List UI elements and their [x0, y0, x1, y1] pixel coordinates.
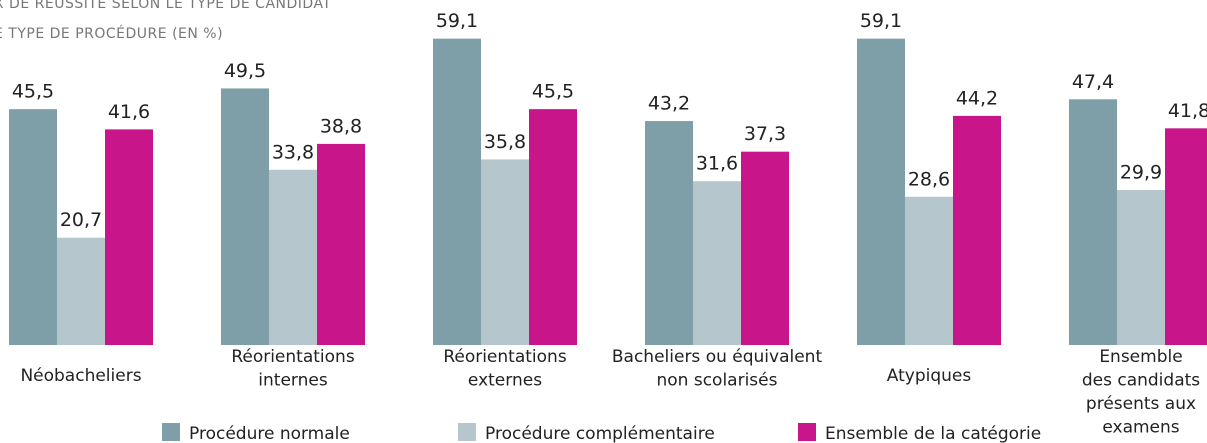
value-label: 31,6: [696, 153, 738, 175]
bar: [57, 237, 105, 345]
bar: [9, 109, 57, 346]
bar: [953, 115, 1001, 345]
bar: [645, 121, 693, 345]
legend-label: Procédure complémentaire: [485, 424, 715, 443]
bar: [221, 88, 269, 346]
value-label: 49,5: [224, 60, 266, 82]
bar: [269, 169, 317, 345]
x-tick-label: présents aux: [1086, 394, 1196, 414]
bar: [1117, 190, 1165, 345]
value-label: 41,6: [108, 101, 150, 123]
x-tick-label: des candidats: [1082, 371, 1200, 391]
value-label: 35,8: [484, 131, 526, 153]
value-label: 33,8: [272, 141, 314, 163]
value-label: 37,3: [744, 123, 786, 145]
bar: [481, 159, 529, 345]
x-tick-label: internes: [258, 371, 328, 391]
legend-label: Procédure normale: [189, 424, 350, 443]
value-label: 44,2: [956, 87, 998, 109]
x-tick-label: Atypiques: [887, 366, 972, 386]
bar: [741, 151, 789, 345]
bar: [693, 181, 741, 345]
value-label: 41,8: [1168, 100, 1207, 122]
legend-swatch: [798, 423, 816, 441]
chart-subtitle: e type de procédure (en %): [0, 25, 223, 42]
value-label: 38,8: [320, 115, 362, 137]
value-label: 47,4: [1072, 71, 1114, 93]
x-tick-label: Bacheliers ou équivalent: [612, 347, 823, 367]
x-tick-label: Réorientations: [443, 347, 567, 367]
legend-label: Ensemble de la catégorie: [825, 424, 1041, 443]
value-label: 28,6: [908, 168, 950, 190]
value-label: 43,2: [648, 93, 690, 115]
x-tick-label: Ensemble: [1099, 347, 1182, 367]
value-label: 29,9: [1120, 162, 1162, 184]
x-tick-label: externes: [468, 371, 542, 391]
x-tick-label: Réorientations: [231, 347, 355, 367]
value-label: 20,7: [60, 209, 102, 231]
value-label: 59,1: [436, 10, 478, 32]
value-label: 59,1: [860, 10, 902, 32]
bar: [317, 143, 365, 345]
chart-title: x de réussite selon le type de candidat: [0, 0, 332, 12]
bar: [905, 196, 953, 345]
legend-swatch: [458, 423, 476, 441]
x-tick-label: non scolarisés: [657, 371, 778, 391]
bar: [857, 38, 905, 345]
bar: [1069, 99, 1117, 345]
x-tick-label: examens: [1102, 418, 1179, 438]
x-tick-label: Néobacheliers: [20, 366, 141, 386]
bar: [1165, 128, 1207, 345]
bar: [105, 129, 153, 345]
value-label: 45,5: [532, 81, 574, 103]
bar: [529, 109, 577, 346]
bar: [433, 38, 481, 345]
value-label: 45,5: [12, 81, 54, 103]
legend-swatch: [162, 423, 180, 441]
